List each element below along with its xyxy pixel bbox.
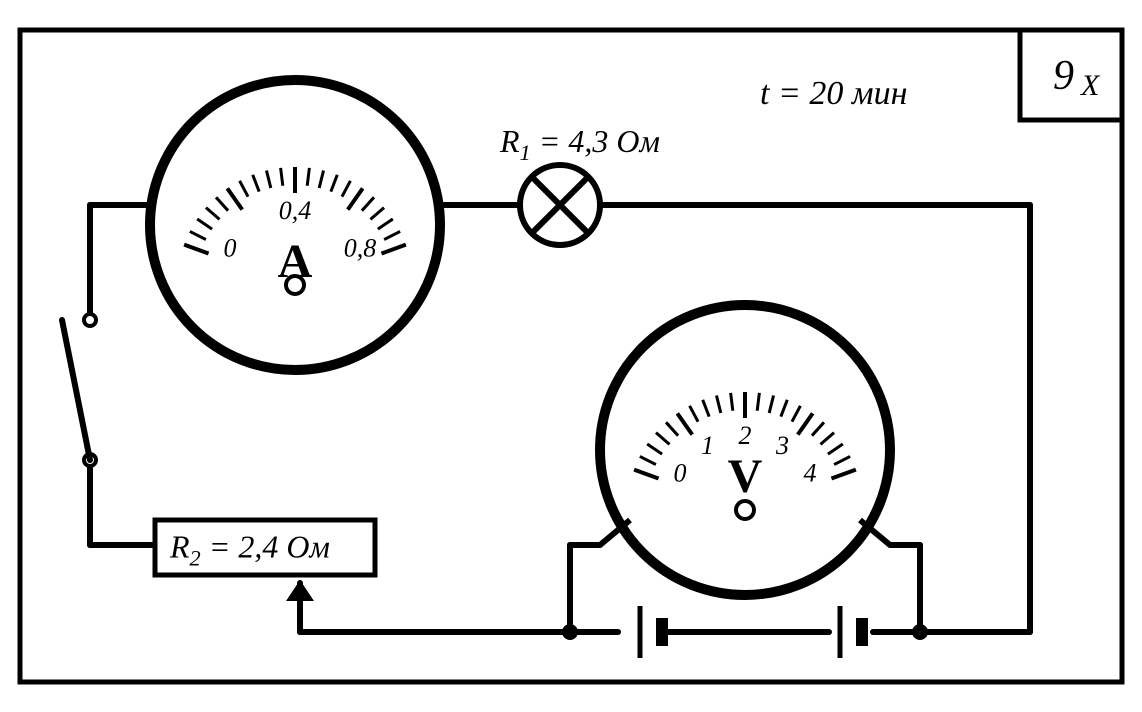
switch-terminal [84,314,96,326]
voltmeter: 01234 V [600,305,890,595]
ammeter: 0 0,4 0,8 A [150,80,440,370]
time-label: t = 20 мин [760,75,907,112]
voltmeter-scale-label: 3 [775,431,789,460]
ammeter-scale-label: 0,4 [279,196,312,225]
junction-node [912,624,928,640]
ammeter-scale-label: 0 [224,234,237,263]
voltmeter-scale-label: 0 [674,459,687,488]
problem-number-sub: X [1080,69,1101,102]
ammeter-scale-label: 0,8 [344,234,377,263]
voltmeter-pivot [736,501,754,519]
voltmeter-scale-label: 1 [701,431,714,460]
problem-number: 9 [1053,53,1074,99]
circuit-diagram: 9Xt = 20 минR1 = 4,3 ОмR2 = 2,4 Ом00,40,… [0,0,1142,712]
junction-node [562,624,578,640]
voltmeter-scale-label: 2 [739,421,752,450]
ammeter-unit: A [278,235,313,288]
voltmeter-scale-label: 4 [803,459,816,488]
voltmeter-unit: V [728,450,763,503]
